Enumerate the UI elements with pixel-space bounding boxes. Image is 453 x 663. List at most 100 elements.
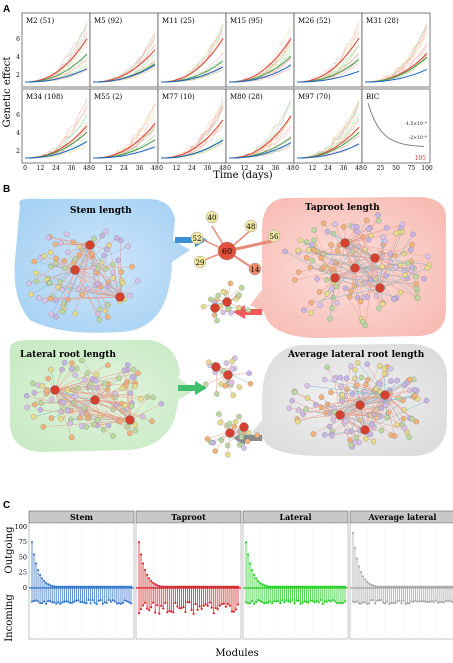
- network-node: [305, 383, 310, 388]
- network-node: [380, 301, 385, 306]
- network-node: [74, 366, 79, 371]
- incoming-point: [140, 608, 142, 610]
- incoming-point: [285, 599, 287, 601]
- incoming-point: [219, 604, 221, 606]
- x-tick-label: 12: [173, 165, 181, 172]
- x-tick-label: 0: [363, 165, 367, 172]
- network-node: [105, 387, 110, 392]
- network-hub-node: [211, 304, 220, 313]
- network-node: [49, 416, 54, 421]
- network-node: [311, 432, 316, 437]
- network-node: [247, 371, 252, 376]
- network-node: [236, 292, 241, 297]
- network-node: [241, 445, 246, 450]
- incoming-point: [217, 608, 219, 610]
- incoming-point: [425, 601, 427, 603]
- network-node: [324, 277, 329, 282]
- network-node: [412, 393, 417, 398]
- network-node: [123, 403, 128, 408]
- network-node: [363, 382, 368, 387]
- incoming-point: [170, 611, 172, 613]
- network-node: [120, 385, 125, 390]
- incoming-point: [380, 599, 382, 601]
- network-node: [378, 414, 383, 419]
- network-node: [360, 319, 365, 324]
- outgoing-point: [140, 553, 142, 555]
- network-node: [100, 233, 105, 238]
- incoming-point: [71, 602, 73, 604]
- network-node: [34, 271, 39, 276]
- panel-b-letter: B: [3, 184, 10, 195]
- network-node: [97, 317, 102, 322]
- network-node: [412, 387, 417, 392]
- network-node: [224, 360, 229, 365]
- outgoing-point: [31, 541, 33, 543]
- module-plot: M5 (92): [90, 13, 158, 87]
- x-tick-label: 12: [37, 165, 45, 172]
- network-node: [95, 417, 100, 422]
- incoming-point: [120, 603, 122, 605]
- incoming-point: [271, 602, 273, 604]
- network-node: [102, 381, 107, 386]
- network-node: [133, 428, 138, 433]
- bic-value-label: -1.5×10⁻⁶: [405, 121, 428, 127]
- network-node: [82, 377, 87, 382]
- outgoing-point: [366, 581, 368, 583]
- incoming-point: [146, 607, 148, 609]
- network-node: [31, 414, 36, 419]
- network-node: [140, 414, 145, 419]
- network-hub-node: [224, 371, 233, 380]
- incoming-point: [186, 601, 188, 603]
- network-node: [130, 375, 135, 380]
- network-node: [119, 269, 124, 274]
- incoming-point: [89, 602, 91, 604]
- network-node: [290, 398, 295, 403]
- incoming-point: [392, 602, 394, 604]
- network-node: [315, 276, 320, 281]
- network-node: [327, 424, 332, 429]
- incoming-point: [362, 601, 364, 603]
- network-node: [239, 285, 244, 290]
- outgoing-point: [49, 584, 51, 586]
- incoming-point: [334, 600, 336, 602]
- incoming-point: [295, 600, 297, 602]
- incoming-point: [332, 599, 334, 601]
- network-node: [318, 302, 323, 307]
- x-tick-label: 24: [52, 165, 60, 172]
- incoming-point: [75, 600, 77, 602]
- outgoing-point: [360, 571, 362, 573]
- network-node: [135, 371, 140, 376]
- incoming-point: [449, 600, 451, 602]
- network-node: [407, 377, 412, 382]
- x-tick-label: 48: [83, 165, 91, 172]
- incoming-point: [221, 603, 223, 605]
- outgoing-point: [255, 577, 257, 579]
- network-node: [62, 360, 67, 365]
- incoming-point: [188, 601, 190, 603]
- outgoing-point: [263, 584, 265, 586]
- incoming-point: [184, 611, 186, 613]
- network-node: [120, 280, 125, 285]
- x-tick-label: 24: [324, 165, 332, 172]
- network-node: [116, 258, 121, 263]
- network-node: [97, 307, 102, 312]
- x-tick-label: 0: [23, 165, 27, 172]
- network-node: [135, 278, 140, 283]
- network-node: [365, 377, 370, 382]
- hub-node-label: 29: [196, 259, 205, 267]
- network-node: [208, 297, 213, 302]
- network-node: [349, 429, 354, 434]
- network-node: [65, 250, 70, 255]
- network-node: [103, 266, 108, 271]
- incoming-point: [427, 601, 429, 603]
- network-node: [84, 424, 89, 429]
- incoming-point: [166, 611, 168, 613]
- network-node: [128, 391, 133, 396]
- incoming-point: [267, 602, 269, 604]
- incoming-point: [229, 605, 231, 607]
- incoming-point: [182, 606, 184, 608]
- network-node: [42, 298, 47, 303]
